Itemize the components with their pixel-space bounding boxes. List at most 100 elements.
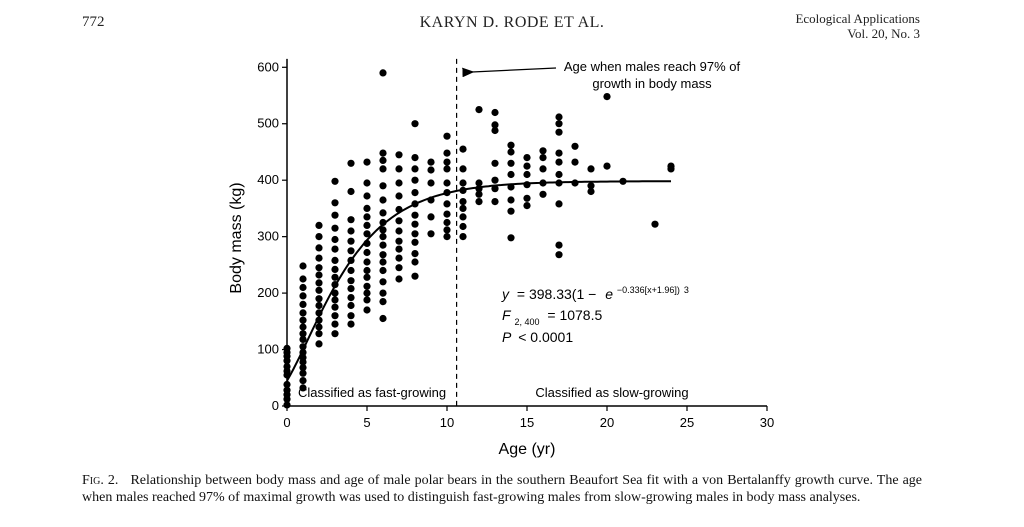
data-point: [491, 198, 499, 206]
data-point: [491, 185, 499, 193]
data-point: [363, 230, 371, 238]
data-point: [395, 237, 403, 245]
eq-f-sub: 2, 400: [514, 317, 539, 327]
data-point: [315, 323, 323, 331]
eq-power: 3: [684, 285, 689, 295]
data-point: [379, 314, 387, 323]
data-point: [411, 176, 419, 184]
data-point: [363, 204, 371, 212]
eq-f-value: = 1078.5: [547, 307, 602, 323]
journal-volume: Vol. 20, No. 3: [847, 26, 920, 41]
page-number: 772: [82, 14, 105, 30]
data-point: [427, 230, 435, 238]
data-point: [459, 179, 467, 187]
data-point: [443, 226, 451, 234]
fast-growing-label: Classified as fast-growing: [298, 385, 446, 400]
data-point: [299, 384, 307, 392]
data-point: [555, 149, 563, 157]
data-point: [315, 295, 323, 303]
data-point: [443, 218, 451, 227]
data-point: [315, 233, 323, 241]
data-point: [331, 320, 339, 328]
data-point: [427, 166, 435, 174]
data-point: [331, 256, 339, 264]
data-point: [443, 132, 451, 140]
data-point: [459, 222, 467, 231]
x-tick-label: 25: [680, 415, 694, 430]
data-point: [347, 277, 355, 285]
slow-growing-label: Classified as slow-growing: [535, 385, 688, 400]
data-point: [523, 194, 531, 202]
data-point: [331, 265, 339, 273]
data-point: [299, 275, 307, 283]
data-point: [667, 162, 675, 170]
data-point: [395, 179, 403, 187]
svg-text:y = 398.33(1 − e: y = 398.33(1 − e −0.336[x+1.96]) 3: [501, 280, 689, 302]
data-point: [555, 241, 563, 249]
data-point: [443, 233, 451, 241]
data-point: [363, 158, 371, 166]
y-tick-label: 300: [257, 229, 279, 244]
data-point: [299, 323, 307, 331]
data-point: [459, 198, 467, 206]
x-tick-label: 0: [283, 415, 290, 430]
annotation-arrow: [462, 67, 557, 78]
data-point: [363, 282, 371, 290]
data-point: [539, 147, 547, 155]
data-point: [363, 179, 371, 187]
data-point: [379, 266, 387, 275]
data-point: [299, 377, 307, 385]
data-point: [395, 192, 403, 200]
data-point: [347, 294, 355, 302]
svg-text:P < 0.0001: P < 0.0001: [502, 329, 573, 345]
data-point: [491, 126, 499, 135]
caption-label: Fig. 2.: [82, 473, 119, 488]
data-point: [347, 266, 355, 275]
data-point: [587, 165, 595, 173]
data-point: [475, 190, 483, 198]
data-point: [331, 235, 339, 244]
data-point: [411, 250, 419, 258]
y-tick-label: 200: [257, 285, 279, 300]
data-point: [331, 296, 339, 304]
eq-body: = 398.33(1 −: [517, 286, 596, 302]
data-point: [347, 247, 355, 255]
data-point: [347, 237, 355, 245]
data-point: [411, 258, 419, 266]
axes: [286, 58, 767, 407]
eq-p: P: [502, 329, 512, 345]
data-point: [571, 142, 579, 150]
data-point: [459, 204, 467, 212]
y-tick-label: 100: [257, 342, 279, 357]
data-point: [347, 312, 355, 320]
data-point: [347, 320, 355, 328]
data-point: [315, 264, 323, 272]
svg-text:F 2, 400 = 1078.5: F 2, 400 = 1078.5: [502, 307, 602, 328]
data-point: [299, 316, 307, 324]
data-point: [411, 165, 419, 173]
data-point: [299, 369, 307, 377]
data-point: [555, 120, 563, 128]
data-point: [507, 141, 515, 149]
data-point: [379, 156, 387, 164]
data-point: [443, 179, 451, 187]
data-point: [379, 258, 387, 266]
data-point: [491, 121, 499, 129]
data-point: [315, 286, 323, 294]
data-point: [411, 220, 419, 228]
data-point: [603, 162, 611, 170]
data-point: [555, 158, 563, 166]
data-point: [331, 211, 339, 219]
data-point: [331, 224, 339, 232]
data-point: [363, 258, 371, 266]
data-point: [395, 217, 403, 225]
data-point: [555, 170, 563, 179]
data-point: [363, 289, 371, 297]
data-point: [411, 189, 419, 197]
caption-text: Relationship between body mass and age o…: [82, 473, 923, 505]
data-point: [379, 278, 387, 286]
data-point: [507, 148, 515, 156]
data-point: [523, 170, 531, 179]
x-tick-label: 10: [440, 415, 454, 430]
data-point: [283, 362, 291, 371]
